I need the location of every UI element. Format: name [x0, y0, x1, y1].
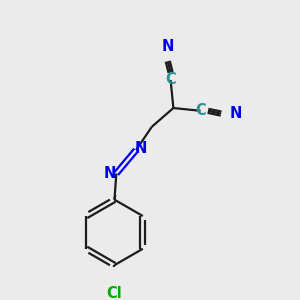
Text: Cl: Cl — [106, 286, 122, 300]
Text: N: N — [103, 166, 116, 181]
Text: C: C — [165, 73, 176, 88]
Text: C: C — [195, 103, 206, 118]
Text: N: N — [134, 141, 147, 156]
Text: N: N — [162, 39, 174, 54]
Text: N: N — [230, 106, 242, 121]
